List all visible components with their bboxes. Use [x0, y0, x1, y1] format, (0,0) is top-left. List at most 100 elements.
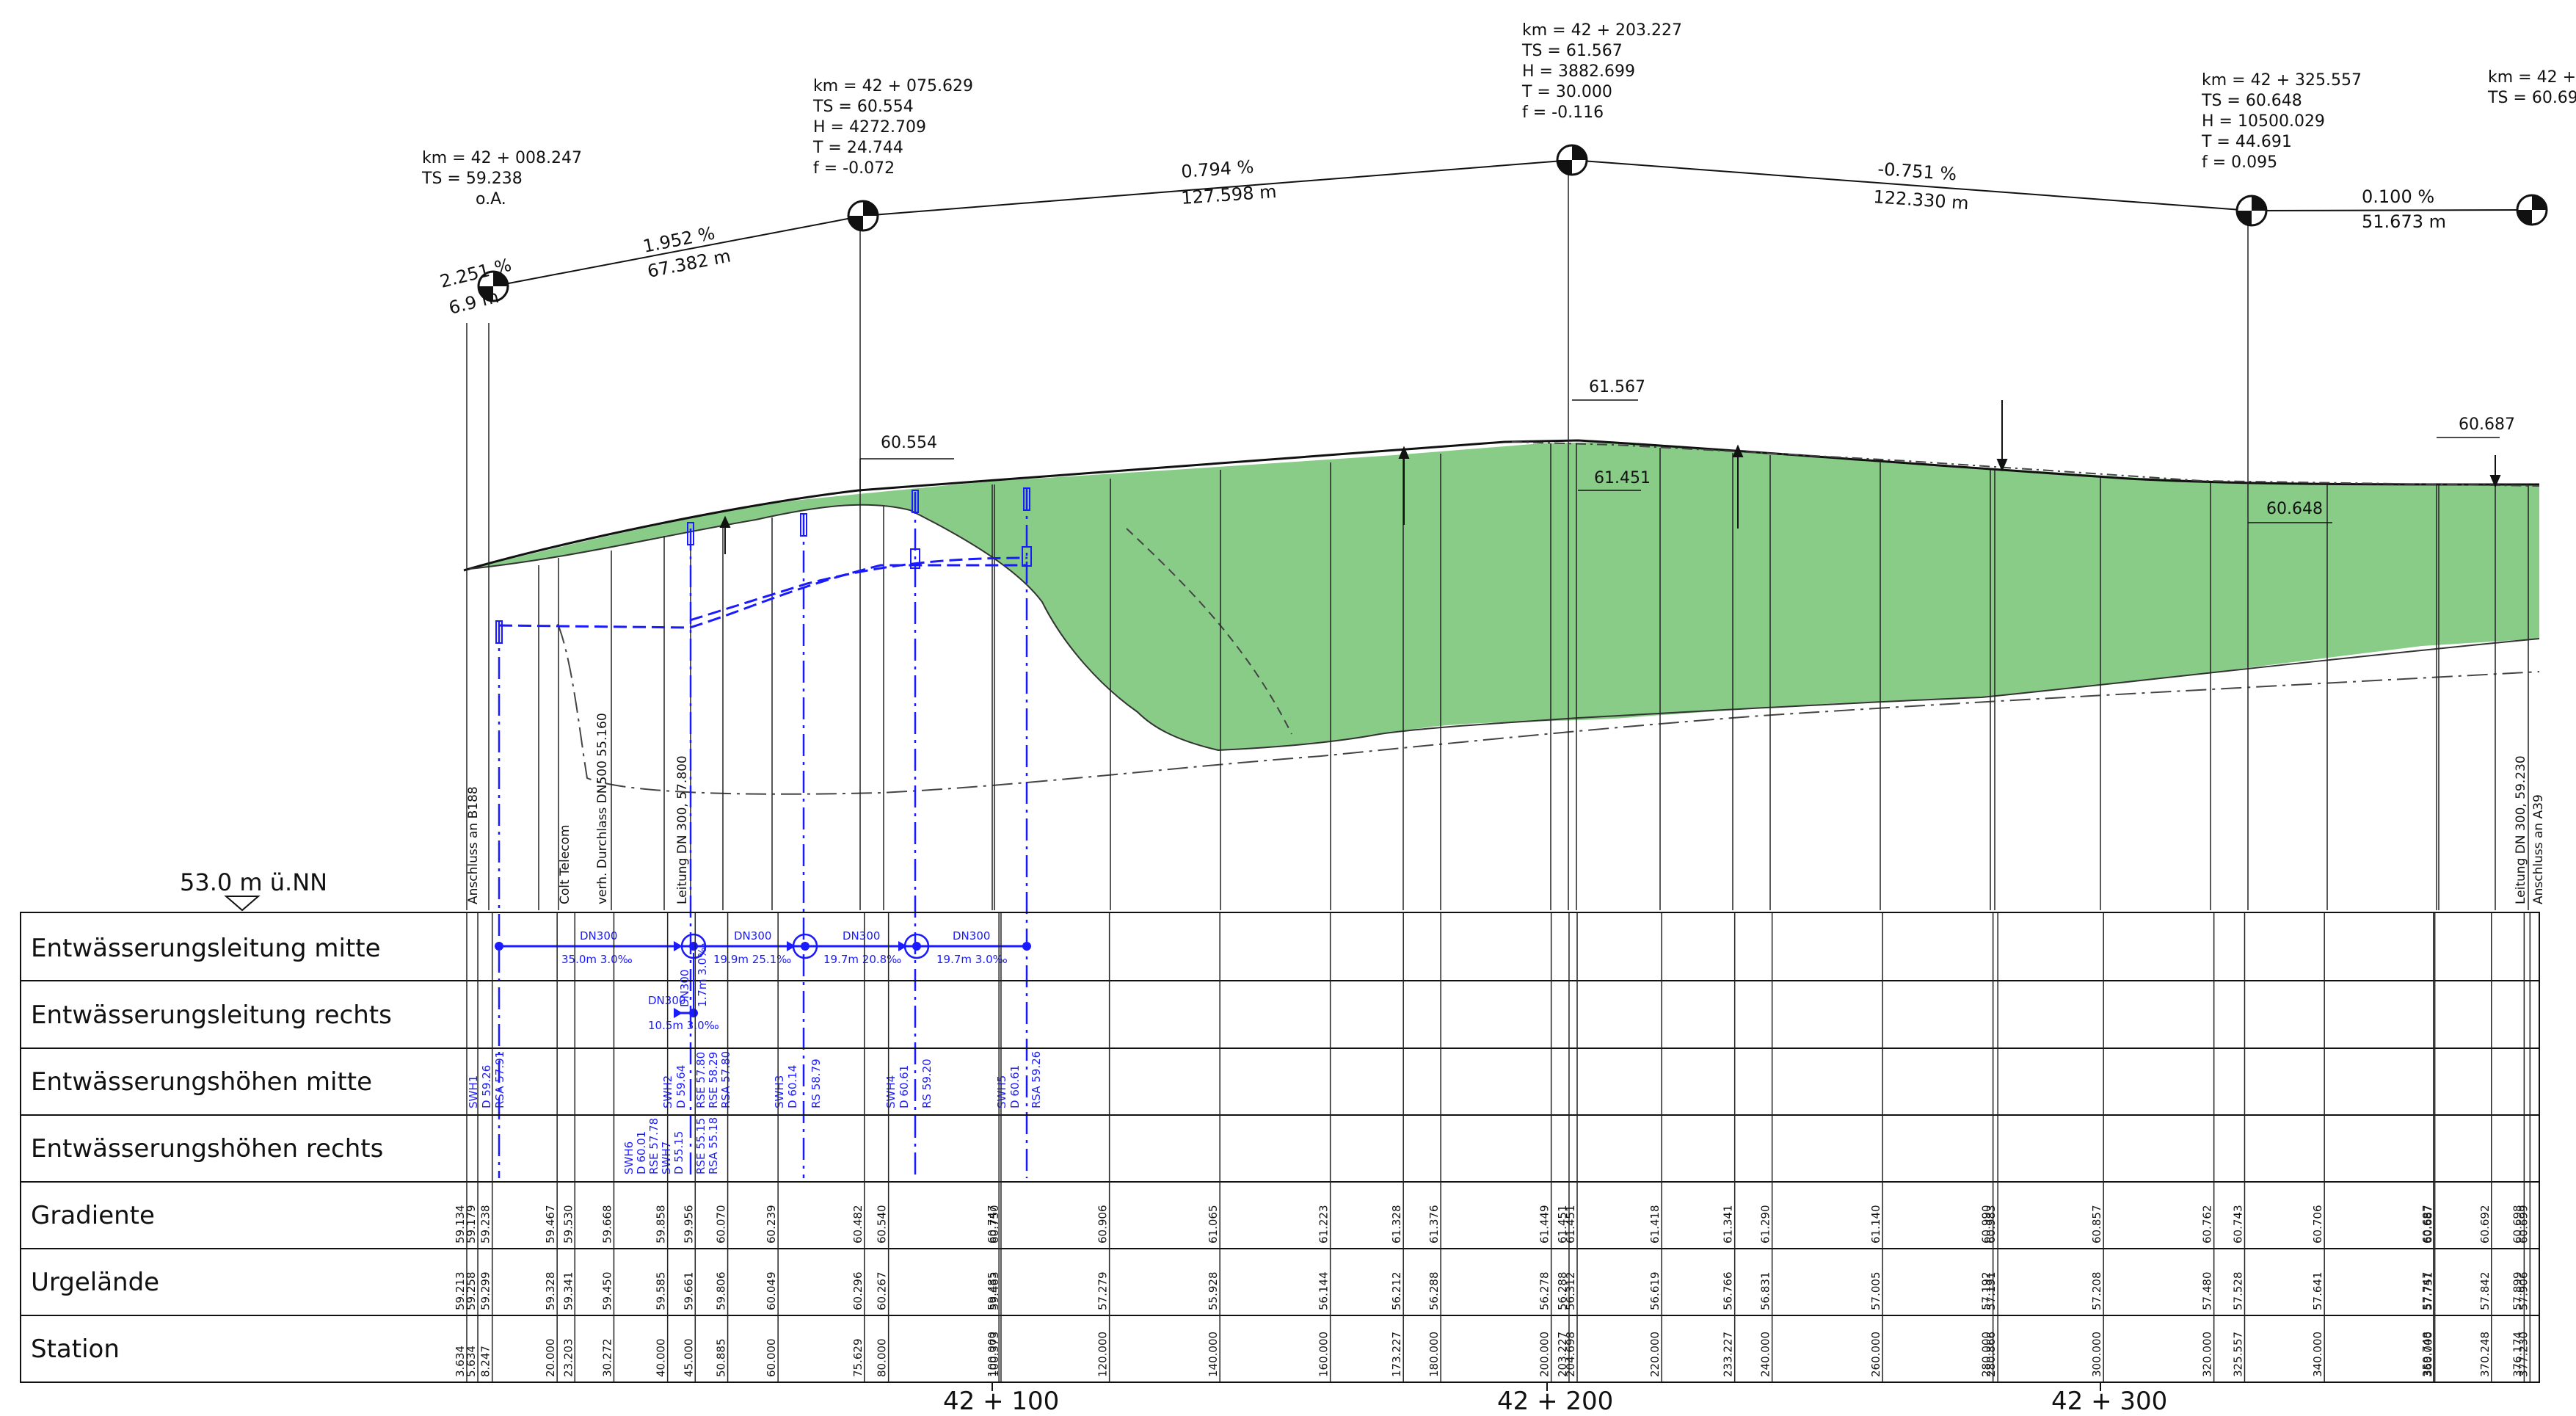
- station-value: 280.866: [1984, 1332, 1998, 1377]
- pipe-mitte-4-info: 19.7m 3.0‰: [936, 953, 1008, 966]
- slope-dashed-line: [1126, 528, 1292, 735]
- swh6-rse: RSE 57.78: [647, 1118, 661, 1174]
- row-name-station: Station: [31, 1335, 120, 1364]
- gradiente-value: 61.140: [1869, 1205, 1882, 1244]
- vertex-2-km: km = 42 + 075.629: [813, 77, 973, 95]
- gradiente-value: 60.687: [2422, 1205, 2435, 1244]
- urgelaende-value: 57.751: [2422, 1272, 2435, 1311]
- swh5-name: SWH5: [995, 1075, 1008, 1108]
- urgelaende-value: 60.296: [851, 1272, 865, 1311]
- urgelaende-value: 56.288: [1556, 1272, 1569, 1311]
- urgelaende-value: 59.450: [600, 1272, 614, 1311]
- vertex-5-ts: TS = 60.699: [2487, 89, 2576, 107]
- swh1-rsa: RSA 57.91: [493, 1051, 506, 1108]
- station-value: 30.272: [600, 1339, 614, 1378]
- urgelaende-value: 57.192: [1980, 1272, 1993, 1311]
- station-value: 173.227: [1390, 1332, 1403, 1377]
- station-value: 50.885: [715, 1339, 728, 1378]
- profile-station-lines: [466, 161, 2529, 910]
- terrain-line: [469, 504, 2540, 752]
- station-value: 160.000: [1317, 1332, 1331, 1377]
- station-value: 359.748: [2420, 1332, 2434, 1377]
- urgelaende-value: 56.212: [1390, 1272, 1403, 1311]
- row-name-leitung-mitte: Entwässerungsleitung mitte: [31, 934, 381, 963]
- swh5-d: D 60.61: [1008, 1065, 1022, 1108]
- vertex-2-f: f = -0.072: [813, 159, 895, 178]
- vertex-3-km: km = 42 + 203.227: [1522, 21, 1682, 40]
- vertex-1-ts: TS = 59.238: [421, 170, 523, 188]
- swh6-name: SWH6: [622, 1141, 636, 1174]
- station-value: 325.557: [2231, 1332, 2244, 1377]
- station-value: 260.000: [1869, 1332, 1882, 1377]
- swh3-name: SWH3: [773, 1075, 786, 1108]
- swh7-rse: RSE 55.15: [694, 1118, 707, 1174]
- urgelaende-value: 56.831: [1759, 1272, 1772, 1311]
- pipe-rechts-1-info: 10.5m 3.0‰: [648, 1019, 719, 1032]
- elevation-flags: 60.554 61.567 61.451 60.648 60.687: [859, 378, 2515, 523]
- segment-4-length: 122.330 m: [1873, 186, 1970, 214]
- vertex-marker-3: [1556, 144, 1588, 176]
- gradiente-value: 61.223: [1317, 1205, 1331, 1244]
- gradiente-value: 59.858: [655, 1205, 668, 1244]
- urgelaende-value: 59.585: [655, 1272, 668, 1311]
- gradiente-value: 60.750: [988, 1205, 1001, 1244]
- swh7-rsa: RSA 55.18: [707, 1117, 720, 1174]
- heights-mitte-row: SWH1 D 59.26 RSA 57.91 SWH2 D 59.64 RSE …: [467, 1051, 1043, 1108]
- station-value: 23.203: [561, 1339, 575, 1378]
- pipe-mitte-2-dn: DN300: [734, 929, 771, 943]
- vlabel-colt: Colt Telecom: [558, 824, 572, 904]
- profile-vertical-labels: Anschluss an B188 Colt Telecom verh. Dur…: [466, 713, 2546, 904]
- swh1-d: D 59.26: [480, 1065, 493, 1108]
- gradiente-value: 60.983: [1984, 1205, 1998, 1244]
- swh4-rs: RS 59.20: [920, 1059, 934, 1108]
- swh2-rsa: RSA 57.80: [719, 1051, 732, 1108]
- vertex-3-ts: TS = 61.567: [1521, 42, 1623, 60]
- km-mark-200: 42 + 200: [1497, 1387, 1613, 1416]
- row-names: Entwässerungsleitung mitte Entwässerungs…: [31, 934, 392, 1364]
- gradiente-value: 61.451: [1556, 1205, 1569, 1244]
- station-value: 180.000: [1427, 1332, 1441, 1377]
- pipe-mitte-4-dn: DN300: [953, 929, 990, 943]
- urgelaende-value: 59.485: [986, 1272, 999, 1311]
- vertex-4-km: km = 42 + 325.557: [2202, 71, 2362, 90]
- drainage-pipes-profile: [495, 487, 1032, 1178]
- swh3-rs: RS 58.79: [809, 1059, 823, 1108]
- station-value: 3.634: [454, 1346, 467, 1377]
- station-value: 200.000: [1538, 1332, 1551, 1377]
- pipe-row-rechts: DN300 10.5m 3.0‰ DN300 1.7m 3.0‰: [648, 943, 719, 1032]
- segment-1-length: 6.9 m: [447, 286, 501, 319]
- swh1-name: SWH1: [467, 1075, 480, 1108]
- flag-60648: 60.648: [2266, 500, 2323, 518]
- vertex-4-f: f = 0.095: [2202, 153, 2277, 172]
- station-value: 233.227: [1722, 1332, 1735, 1377]
- profile-area: km = 42 + 008.247 TS = 59.238 o.A. km = …: [180, 21, 2576, 1178]
- urgelaende-value: 56.312: [1564, 1272, 1577, 1311]
- urgelaende-value: 60.267: [876, 1272, 889, 1311]
- vertex-1-km: km = 42 + 008.247: [422, 149, 582, 167]
- vertex-4-t: T = 44.691: [2201, 133, 2292, 151]
- station-value: 140.000: [1207, 1332, 1220, 1377]
- station-value: 8.247: [479, 1346, 492, 1377]
- urgelaende-value: 57.528: [2231, 1272, 2244, 1311]
- urgelaende-value: 55.928: [1207, 1272, 1220, 1311]
- vertex-symbols: [477, 144, 2548, 302]
- flag-61451: 61.451: [1594, 469, 1651, 487]
- gradiente-value: 60.692: [2478, 1205, 2492, 1244]
- gradiente-value: 59.134: [454, 1205, 467, 1244]
- station-value: 360.000: [2422, 1332, 2435, 1377]
- vertex-2-h: H = 4272.709: [813, 118, 926, 137]
- urgelaende-value: 59.258: [465, 1272, 478, 1311]
- gradiente-value: 60.687: [2420, 1205, 2434, 1244]
- swh2-rse1: RSE 57.80: [694, 1052, 707, 1108]
- urgelaende-value: 59.806: [715, 1272, 728, 1311]
- urgelaende-value: 57.641: [2311, 1272, 2324, 1311]
- vertex-marker-4: [2235, 195, 2268, 227]
- vlabel-b188: Anschluss an B188: [466, 786, 481, 904]
- vertex-marker-1: [477, 270, 509, 302]
- swh6-d: D 60.01: [635, 1131, 648, 1174]
- vertex-3-t: T = 30.000: [1521, 83, 1612, 101]
- vlabel-durchlass: verh. Durchlass DN500 55.160: [595, 713, 610, 904]
- gradiente-value: 60.990: [1980, 1205, 1993, 1244]
- urgelaende-value: 57.279: [1096, 1272, 1110, 1311]
- gradiente-value: 60.706: [2311, 1205, 2324, 1244]
